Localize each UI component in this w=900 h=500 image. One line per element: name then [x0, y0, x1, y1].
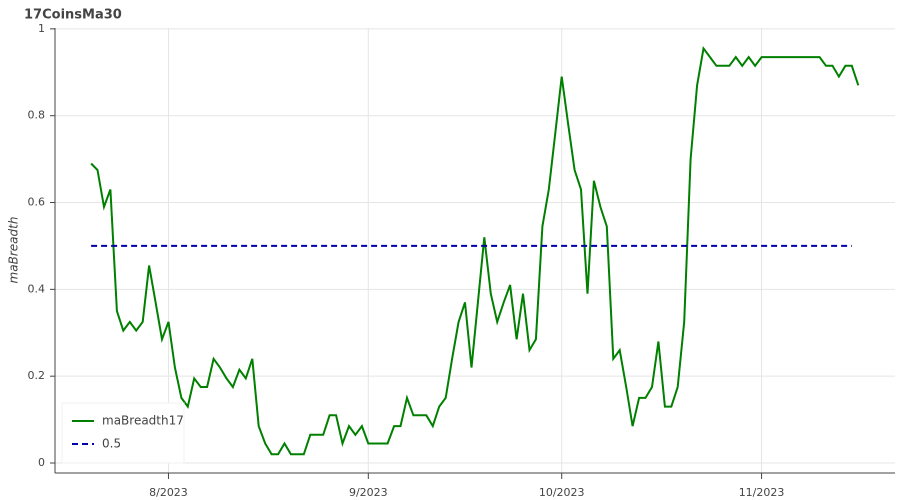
y-tick-label: 0	[38, 456, 45, 469]
y-tick-label: 0.4	[28, 282, 46, 295]
y-axis-label: maBreadth	[7, 217, 21, 284]
y-tick-label: 0.6	[28, 196, 46, 209]
x-tick-label: 11/2023	[739, 486, 785, 499]
y-tick-label: 0.2	[28, 369, 46, 382]
legend-box	[61, 402, 185, 464]
x-tick-label: 9/2023	[349, 486, 388, 499]
series-line	[90, 45, 860, 456]
legend-label: 0.5	[102, 437, 121, 451]
y-tick-label: 1	[38, 22, 45, 35]
y-tick-label: 0.8	[28, 109, 46, 122]
x-tick-label: 8/2023	[149, 486, 188, 499]
chart-title: 17CoinsMa30	[24, 8, 122, 23]
legend-label: maBreadth17	[102, 414, 184, 428]
x-tick-label: 10/2023	[539, 486, 585, 499]
